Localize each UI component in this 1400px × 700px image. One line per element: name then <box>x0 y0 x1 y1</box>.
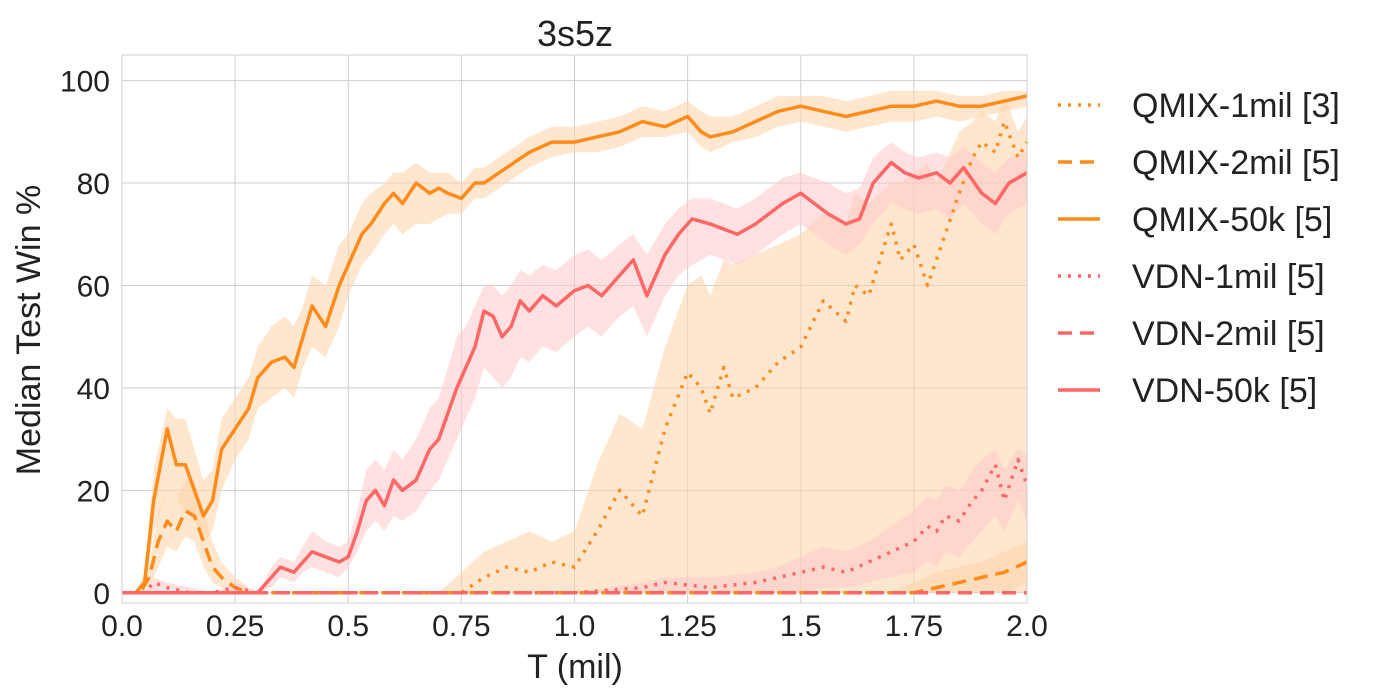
x-tick-label: 2.0 <box>1006 610 1048 643</box>
y-tick-label: 20 <box>77 475 110 508</box>
x-axis-label: T (mil) <box>527 648 623 686</box>
y-tick-label: 60 <box>77 270 110 303</box>
x-tick-label: 1.25 <box>658 610 716 643</box>
y-tick-label: 40 <box>77 373 110 406</box>
series-line <box>122 160 1028 595</box>
legend: QMIX-1mil [3] QMIX-2mil [5] QMIX-50k [5] VD… <box>1058 87 1340 410</box>
x-axis-ticks: 0.0 0.25 0.5 0.75 1.0 1.25 1.5 1.75 2.0 <box>101 610 1048 643</box>
legend-label: QMIX-1mil [3] <box>1132 87 1340 125</box>
x-tick-label: 0.5 <box>327 610 369 643</box>
plot-frame <box>121 54 1028 604</box>
series-line <box>122 94 1028 595</box>
confidence-band <box>122 480 1027 593</box>
x-tick-label: 1.5 <box>780 610 822 643</box>
legend-label: VDN-50k [5] <box>1132 372 1317 410</box>
x-tick-label: 1.75 <box>885 610 943 643</box>
series-lines <box>122 94 1029 595</box>
x-tick-label: 0.25 <box>206 610 264 643</box>
confidence-band <box>122 95 1027 593</box>
x-tick-label: 0.75 <box>432 610 490 643</box>
y-tick-label: 0 <box>93 578 110 611</box>
y-axis-label: Median Test Win % <box>10 185 48 475</box>
x-tick-label: 1.0 <box>554 610 596 643</box>
legend-label: VDN-1mil [5] <box>1132 258 1325 296</box>
y-tick-label: 80 <box>77 168 110 201</box>
legend-label: VDN-2mil [5] <box>1132 315 1325 353</box>
chart-title: 3s5z <box>537 13 613 54</box>
y-axis-ticks: 0 20 40 60 80 100 <box>60 66 110 611</box>
series-line <box>122 509 1028 595</box>
confidence-band <box>122 449 1027 593</box>
confidence-band <box>122 142 1027 593</box>
x-tick-label: 0.0 <box>101 610 143 643</box>
legend-label: QMIX-50k [5] <box>1132 201 1332 239</box>
legend-label: QMIX-2mil [5] <box>1132 144 1340 182</box>
y-tick-label: 100 <box>60 66 110 99</box>
